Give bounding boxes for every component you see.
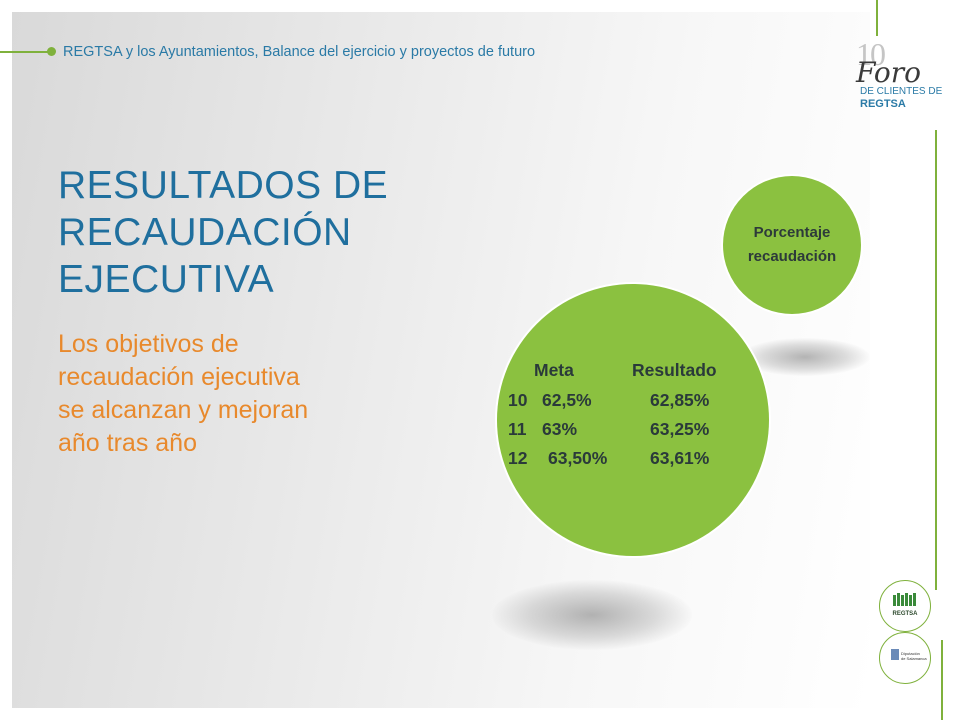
- diputacion-badge: Diputación de Salamanca: [879, 632, 931, 684]
- diputacion-text-1: Diputación: [901, 651, 920, 656]
- diputacion-shield-icon: Diputación de Salamanca: [891, 649, 927, 661]
- row-year: 11: [508, 419, 527, 439]
- slide-title: RESULTADOS DE RECAUDACIÓN EJECUTIVA: [58, 162, 388, 303]
- regtsa-badge: REGTSA: [879, 580, 931, 632]
- row-resultado: 63,25%: [650, 419, 710, 439]
- title-line: RECAUDACIÓN: [58, 211, 352, 254]
- results-circle: [497, 284, 769, 556]
- slide-subtitle: REGTSA y los Ayuntamientos, Balance del …: [63, 44, 536, 60]
- row-resultado: 62,85%: [650, 390, 710, 410]
- small-circle-shadow: [740, 338, 870, 376]
- row-meta: 63,50%: [548, 448, 608, 468]
- body-line: año tras año: [58, 429, 197, 457]
- row-year: 10: [508, 390, 528, 410]
- body-line: se alcanzan y mejoran: [58, 396, 309, 424]
- title-line: EJECUTIVA: [58, 258, 275, 301]
- circle-label: recaudación: [747, 248, 837, 265]
- body-line: recaudación ejecutiva: [58, 363, 300, 391]
- large-circle-shadow: [492, 580, 692, 650]
- logo-name: Foro: [856, 56, 921, 89]
- title-line: RESULTADOS DE: [58, 164, 389, 207]
- decor-line: [876, 0, 878, 36]
- row-resultado: 63,61%: [650, 448, 710, 468]
- header-resultado: Resultado: [632, 360, 717, 380]
- header-dot: [47, 47, 56, 56]
- logo-line1: DE CLIENTES DE: [860, 86, 943, 97]
- body-line: Los objetivos de: [58, 330, 239, 358]
- row-year: 12: [508, 448, 528, 468]
- regtsa-logo-icon: REGTSA: [892, 593, 918, 617]
- body-text: Los objetivos de recaudación ejecutiva s…: [58, 328, 308, 460]
- decor-line: [935, 130, 937, 590]
- decor-line: [941, 640, 943, 720]
- percentage-circle: Porcentaje recaudación: [723, 176, 861, 314]
- logo-number: 10: [856, 36, 886, 72]
- header-line: [0, 51, 52, 53]
- logo-line2: REGTSA: [860, 98, 906, 110]
- diputacion-text-2: de Salamanca: [901, 656, 927, 661]
- regtsa-badge-text: REGTSA: [892, 611, 918, 617]
- circle-label: Porcentaje: [753, 224, 831, 241]
- header-meta: Meta: [534, 360, 574, 380]
- row-meta: 62,5%: [542, 390, 592, 410]
- foro-logo: 10 Foro DE CLIENTES DE REGTSA: [850, 36, 943, 126]
- row-meta: 63%: [542, 419, 578, 439]
